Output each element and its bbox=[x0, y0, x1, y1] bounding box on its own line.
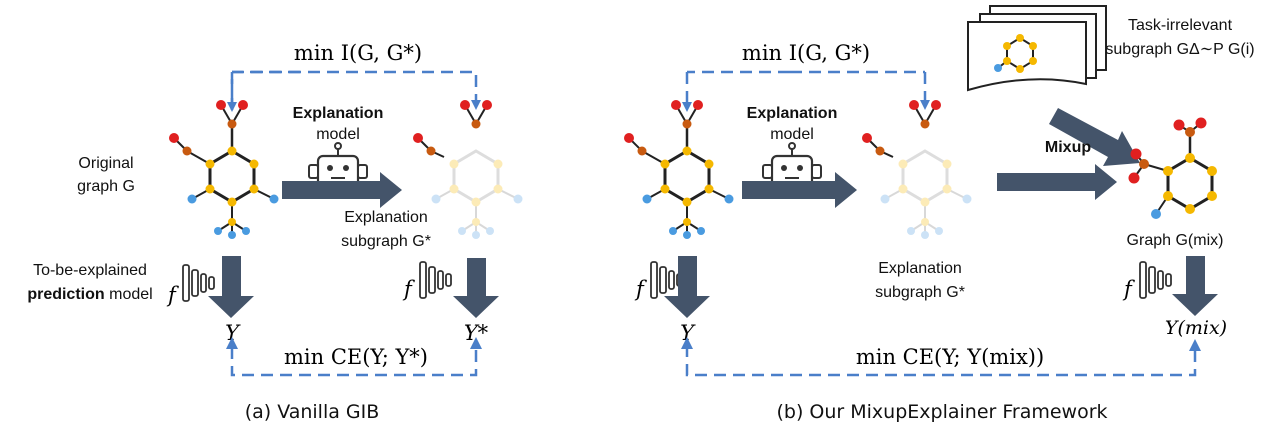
panel-b: min I(G, G*) Explanation model Explanati… bbox=[622, 5, 1255, 423]
bottom-objective-a: min CE(Y; Y*) bbox=[284, 345, 428, 369]
top-objective-b: min I(G, G*) bbox=[742, 41, 870, 65]
bottom-objective-b: min CE(Y; Y(mix)) bbox=[856, 345, 1044, 369]
y-mix: Y(mix) bbox=[1165, 317, 1227, 339]
task-irrelevant-line2: subgraph GΔ∼P G(i) bbox=[1105, 41, 1254, 58]
neural-network-icon bbox=[182, 264, 215, 302]
explanation-model-title-a: Explanation bbox=[293, 105, 384, 122]
block-arrow-icon bbox=[282, 172, 402, 208]
task-irrelevant-line1: Task-irrelevant bbox=[1128, 17, 1233, 34]
robot-icon bbox=[761, 141, 823, 188]
graph-mix-label: Graph G(mix) bbox=[1127, 232, 1224, 249]
block-arrow-icon bbox=[208, 256, 254, 318]
caption-a: (a) Vanilla GIB bbox=[245, 401, 380, 423]
original-graph-line1: Original bbox=[78, 155, 133, 172]
robot-icon bbox=[307, 141, 369, 188]
block-arrow-icon bbox=[997, 164, 1117, 200]
top-dashed-connector-a bbox=[227, 70, 481, 112]
block-arrow-icon bbox=[742, 172, 857, 208]
neural-network-icon bbox=[1139, 261, 1172, 299]
mixup-label: Mixup bbox=[1045, 139, 1091, 156]
explanation-subgraph-line2-b: subgraph G* bbox=[875, 284, 965, 301]
f-symbol-b-left: f bbox=[634, 277, 647, 301]
mixed-graph bbox=[1128, 117, 1217, 219]
y-left-a: Y bbox=[225, 321, 241, 345]
f-symbol-a-right: f bbox=[402, 277, 415, 301]
explanation-subgraph-line1-b: Explanation bbox=[878, 260, 962, 277]
original-graph bbox=[167, 98, 280, 241]
original-graph-line2: graph G bbox=[77, 178, 135, 195]
block-arrow-icon bbox=[453, 258, 499, 318]
prediction-bold: prediction bbox=[27, 286, 104, 303]
f-symbol-a-left: f bbox=[166, 283, 179, 307]
neural-network-icon bbox=[650, 261, 683, 299]
explanation-model-sub-b: model bbox=[770, 126, 814, 143]
explanation-subgraph-line1-a: Explanation bbox=[344, 209, 428, 226]
explanation-model-sub-a: model bbox=[316, 126, 360, 143]
top-objective-a: min I(G, G*) bbox=[294, 41, 422, 65]
explanation-subgraph-b bbox=[860, 98, 973, 241]
prediction-model-line2: prediction model bbox=[27, 286, 152, 303]
panel-a: min I(G, G*) Explanation model Original … bbox=[27, 36, 524, 423]
prediction-model-line1: To-be-explained bbox=[33, 262, 147, 279]
prediction-model-rest: model bbox=[109, 286, 153, 303]
explanation-subgraph-a bbox=[411, 98, 524, 241]
explanation-subgraph-line2-a: subgraph G* bbox=[341, 233, 431, 250]
original-graph-b bbox=[622, 98, 735, 241]
explanation-model-title-b: Explanation bbox=[747, 105, 838, 122]
y-left-b: Y bbox=[680, 321, 696, 345]
f-symbol-b-right: f bbox=[1122, 277, 1135, 301]
block-arrow-icon bbox=[1049, 108, 1140, 166]
block-arrow-icon bbox=[664, 256, 710, 318]
task-irrelevant-stack bbox=[967, 5, 1107, 92]
caption-b: (b) Our MixupExplainer Framework bbox=[776, 401, 1107, 423]
block-arrow-icon bbox=[1172, 256, 1218, 316]
neural-network-icon bbox=[419, 261, 452, 299]
